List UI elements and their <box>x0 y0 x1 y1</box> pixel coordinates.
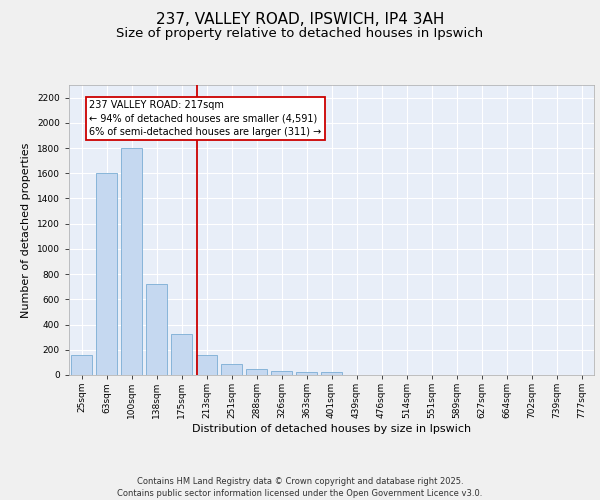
Text: Contains HM Land Registry data © Crown copyright and database right 2025.
Contai: Contains HM Land Registry data © Crown c… <box>118 476 482 498</box>
Text: 237, VALLEY ROAD, IPSWICH, IP4 3AH: 237, VALLEY ROAD, IPSWICH, IP4 3AH <box>156 12 444 28</box>
Text: Size of property relative to detached houses in Ipswich: Size of property relative to detached ho… <box>116 28 484 40</box>
Bar <box>71 355 92 375</box>
Bar <box>246 368 267 375</box>
Bar <box>196 355 217 375</box>
Bar <box>221 364 242 375</box>
X-axis label: Distribution of detached houses by size in Ipswich: Distribution of detached houses by size … <box>192 424 471 434</box>
Bar <box>146 284 167 375</box>
Bar <box>296 372 317 375</box>
Text: 237 VALLEY ROAD: 217sqm
← 94% of detached houses are smaller (4,591)
6% of semi-: 237 VALLEY ROAD: 217sqm ← 94% of detache… <box>89 100 321 136</box>
Bar <box>321 372 342 375</box>
Y-axis label: Number of detached properties: Number of detached properties <box>22 142 31 318</box>
Bar <box>121 148 142 375</box>
Bar <box>271 371 292 375</box>
Bar <box>171 334 192 375</box>
Bar <box>96 174 117 375</box>
